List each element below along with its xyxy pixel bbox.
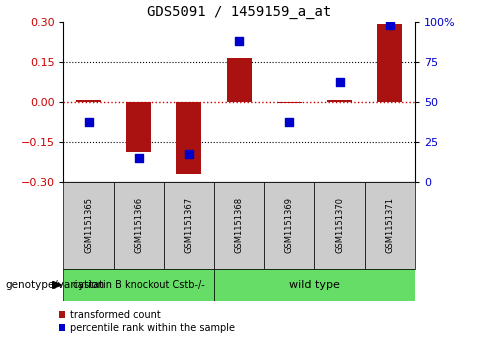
Text: wild type: wild type: [289, 280, 340, 290]
Bar: [214, 269, 415, 301]
Bar: [365, 182, 415, 269]
Text: genotype/variation: genotype/variation: [5, 280, 104, 290]
Point: [336, 79, 344, 85]
Bar: [63, 269, 214, 301]
Bar: [314, 182, 365, 269]
Point: [135, 155, 142, 160]
Bar: [277, 102, 302, 103]
Point: [185, 151, 193, 157]
Bar: [114, 182, 164, 269]
Bar: [377, 24, 402, 102]
Bar: [164, 182, 214, 269]
Text: GSM1151368: GSM1151368: [235, 197, 244, 253]
Text: GSM1151366: GSM1151366: [134, 197, 143, 253]
Bar: [126, 102, 151, 152]
Bar: [327, 100, 352, 102]
Point: [235, 38, 243, 44]
Legend: transformed count, percentile rank within the sample: transformed count, percentile rank withi…: [59, 310, 235, 333]
Text: cystatin B knockout Cstb-/-: cystatin B knockout Cstb-/-: [73, 280, 204, 290]
Bar: [76, 100, 101, 102]
Polygon shape: [53, 281, 61, 289]
Point: [386, 22, 394, 28]
Bar: [63, 182, 114, 269]
Text: GSM1151371: GSM1151371: [385, 197, 394, 253]
Text: GSM1151369: GSM1151369: [285, 197, 294, 253]
Bar: [176, 102, 202, 174]
Bar: [226, 58, 252, 102]
Bar: [214, 182, 264, 269]
Bar: [264, 182, 314, 269]
Text: GSM1151367: GSM1151367: [184, 197, 193, 253]
Point: [84, 119, 92, 125]
Title: GDS5091 / 1459159_a_at: GDS5091 / 1459159_a_at: [147, 5, 331, 19]
Text: GSM1151370: GSM1151370: [335, 197, 344, 253]
Text: GSM1151365: GSM1151365: [84, 197, 93, 253]
Point: [285, 119, 293, 125]
